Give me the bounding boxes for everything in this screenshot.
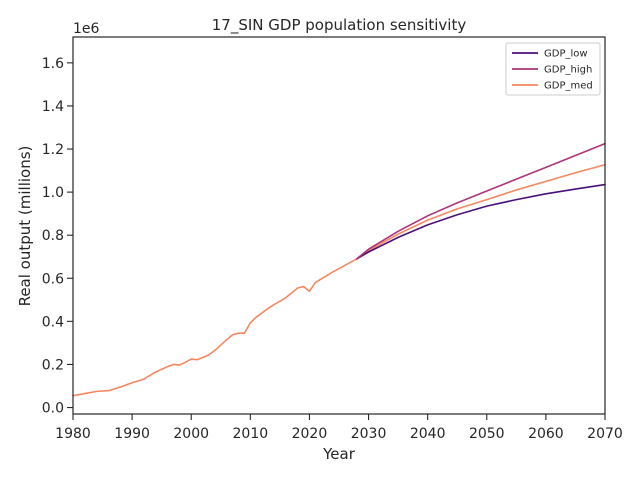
legend-label: GDP_high [544, 65, 592, 76]
y-tick-label: 0.8 [42, 228, 64, 244]
x-tick-label: 2010 [233, 426, 269, 442]
y-tick-label: 0.6 [42, 271, 64, 287]
y-tick-label: 0.4 [42, 314, 64, 330]
y-tick-label: 1.4 [42, 99, 64, 115]
y-axis-label: Real output (millions) [16, 146, 34, 307]
series-line-gdp-low [355, 183, 606, 260]
x-tick-label: 1990 [114, 426, 150, 442]
y-tick-label: 0.0 [42, 401, 64, 417]
x-axis-label: Year [322, 445, 356, 463]
x-tick-label: 2070 [587, 426, 623, 442]
y-tick-label: 1.2 [42, 142, 64, 158]
x-tick-label: 2040 [410, 426, 446, 442]
y-tick-label: 1.6 [42, 56, 64, 72]
y-tick-label: 1.0 [42, 185, 64, 201]
chart-title: 17_SIN GDP population sensitivity [212, 16, 467, 35]
legend-label: GDP_med [544, 81, 593, 92]
x-tick-label: 2000 [173, 426, 209, 442]
axes-layer: 1980 1990 2000 2010 2020 2030 2040 2050 2060 2070… [42, 36, 623, 442]
x-tick-label: 2050 [469, 426, 505, 442]
y-tick-label: 0.2 [42, 357, 64, 373]
x-tick-label: 2060 [528, 426, 564, 442]
legend: GDP_low GDP_high GDP_med [505, 42, 601, 96]
x-tick-label: 1980 [55, 426, 91, 442]
plot-frame [72, 36, 606, 415]
legend-label: GDP_low [544, 49, 588, 60]
series-layer [72, 142, 606, 397]
legend-box [505, 42, 601, 96]
x-tick-label: 2030 [351, 426, 387, 442]
series-line-gdp-med [72, 163, 606, 397]
y-axis-offset-label: 1e6 [73, 21, 100, 37]
series-line-gdp-high [355, 142, 606, 260]
x-tick-label: 2020 [292, 426, 328, 442]
